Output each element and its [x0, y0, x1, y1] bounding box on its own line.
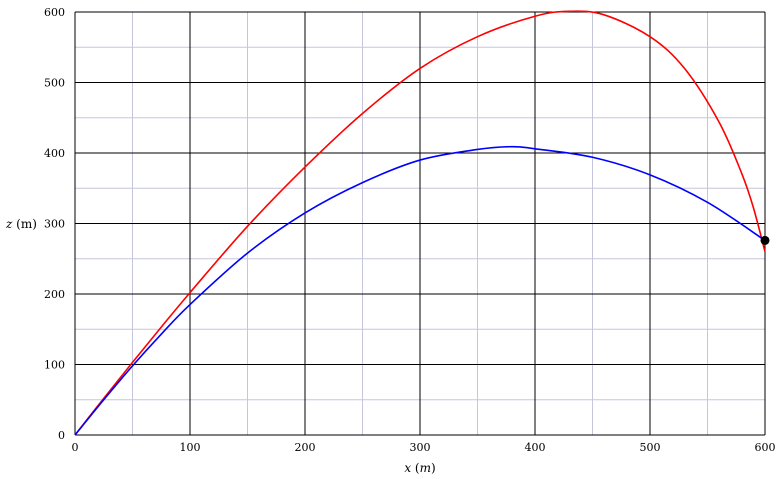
tick-labels: 0 100 200 300 400 500 600 0 100 200 300 400 500 600 [44, 6, 776, 454]
y-tick-label: 600 [44, 6, 65, 19]
x-tick-label: 0 [72, 441, 79, 454]
x-tick-label: 200 [295, 441, 316, 454]
x-tick-label: 500 [640, 441, 661, 454]
y-tick-label: 100 [44, 359, 65, 372]
series-line-2 [74, 145, 766, 436]
endpoint-marker [760, 235, 770, 245]
y-tick-label: 500 [44, 77, 65, 90]
x-tick-label: 300 [410, 441, 431, 454]
grid [74, 11, 766, 436]
y-tick-label: 200 [44, 288, 65, 301]
y-tick-label: 300 [44, 218, 65, 231]
x-tick-label: 100 [180, 441, 201, 454]
x-tick-label: 400 [525, 441, 546, 454]
series-group [74, 10, 770, 436]
y-tick-label: 400 [44, 147, 65, 160]
y-axis-label: z (m) [5, 217, 37, 231]
x-tick-label: 600 [755, 441, 776, 454]
y-tick-label: 0 [58, 429, 65, 442]
x-axis-label: x (m) [404, 461, 435, 475]
series-line-1 [74, 10, 766, 436]
